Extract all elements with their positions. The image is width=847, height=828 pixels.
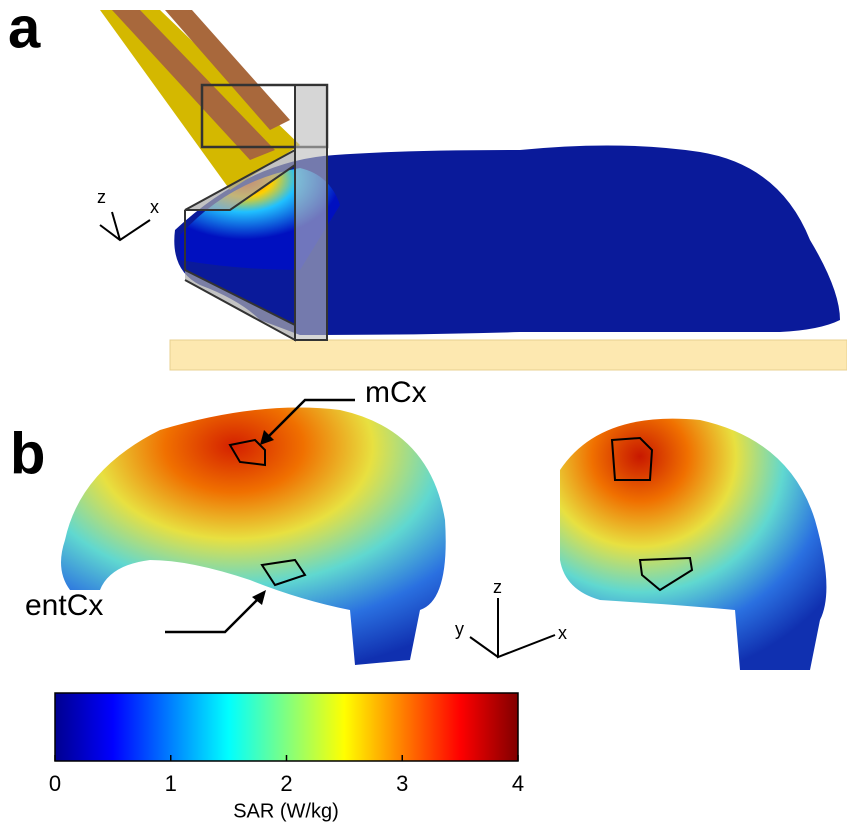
axes — [470, 598, 555, 657]
tick-label: 1 — [165, 771, 177, 796]
axis-label: y — [455, 619, 464, 639]
figure: a z x b mCx entCx z x y 0 1 2 3 4 SAR (W/kg) — [0, 0, 847, 828]
colorbar — [55, 693, 518, 761]
axes — [100, 212, 150, 240]
panel-label: a — [8, 0, 41, 60]
tick-label: 4 — [512, 771, 524, 796]
axis-label: x — [558, 623, 567, 643]
tick-label: 2 — [280, 771, 292, 796]
box — [295, 85, 327, 340]
colorbar-label: SAR (W/kg) — [233, 800, 339, 822]
axis-label: z — [493, 577, 502, 597]
platform — [170, 340, 847, 370]
tick-label: 3 — [396, 771, 408, 796]
axis-label: z — [97, 187, 106, 207]
brain — [61, 408, 446, 666]
tick-label: 0 — [49, 771, 61, 796]
annotation: mCx — [365, 376, 427, 409]
brain — [560, 419, 826, 670]
arrow — [165, 595, 262, 632]
axis-label: x — [150, 197, 159, 217]
annotation: entCx — [25, 589, 103, 622]
panel-label: b — [10, 421, 45, 486]
